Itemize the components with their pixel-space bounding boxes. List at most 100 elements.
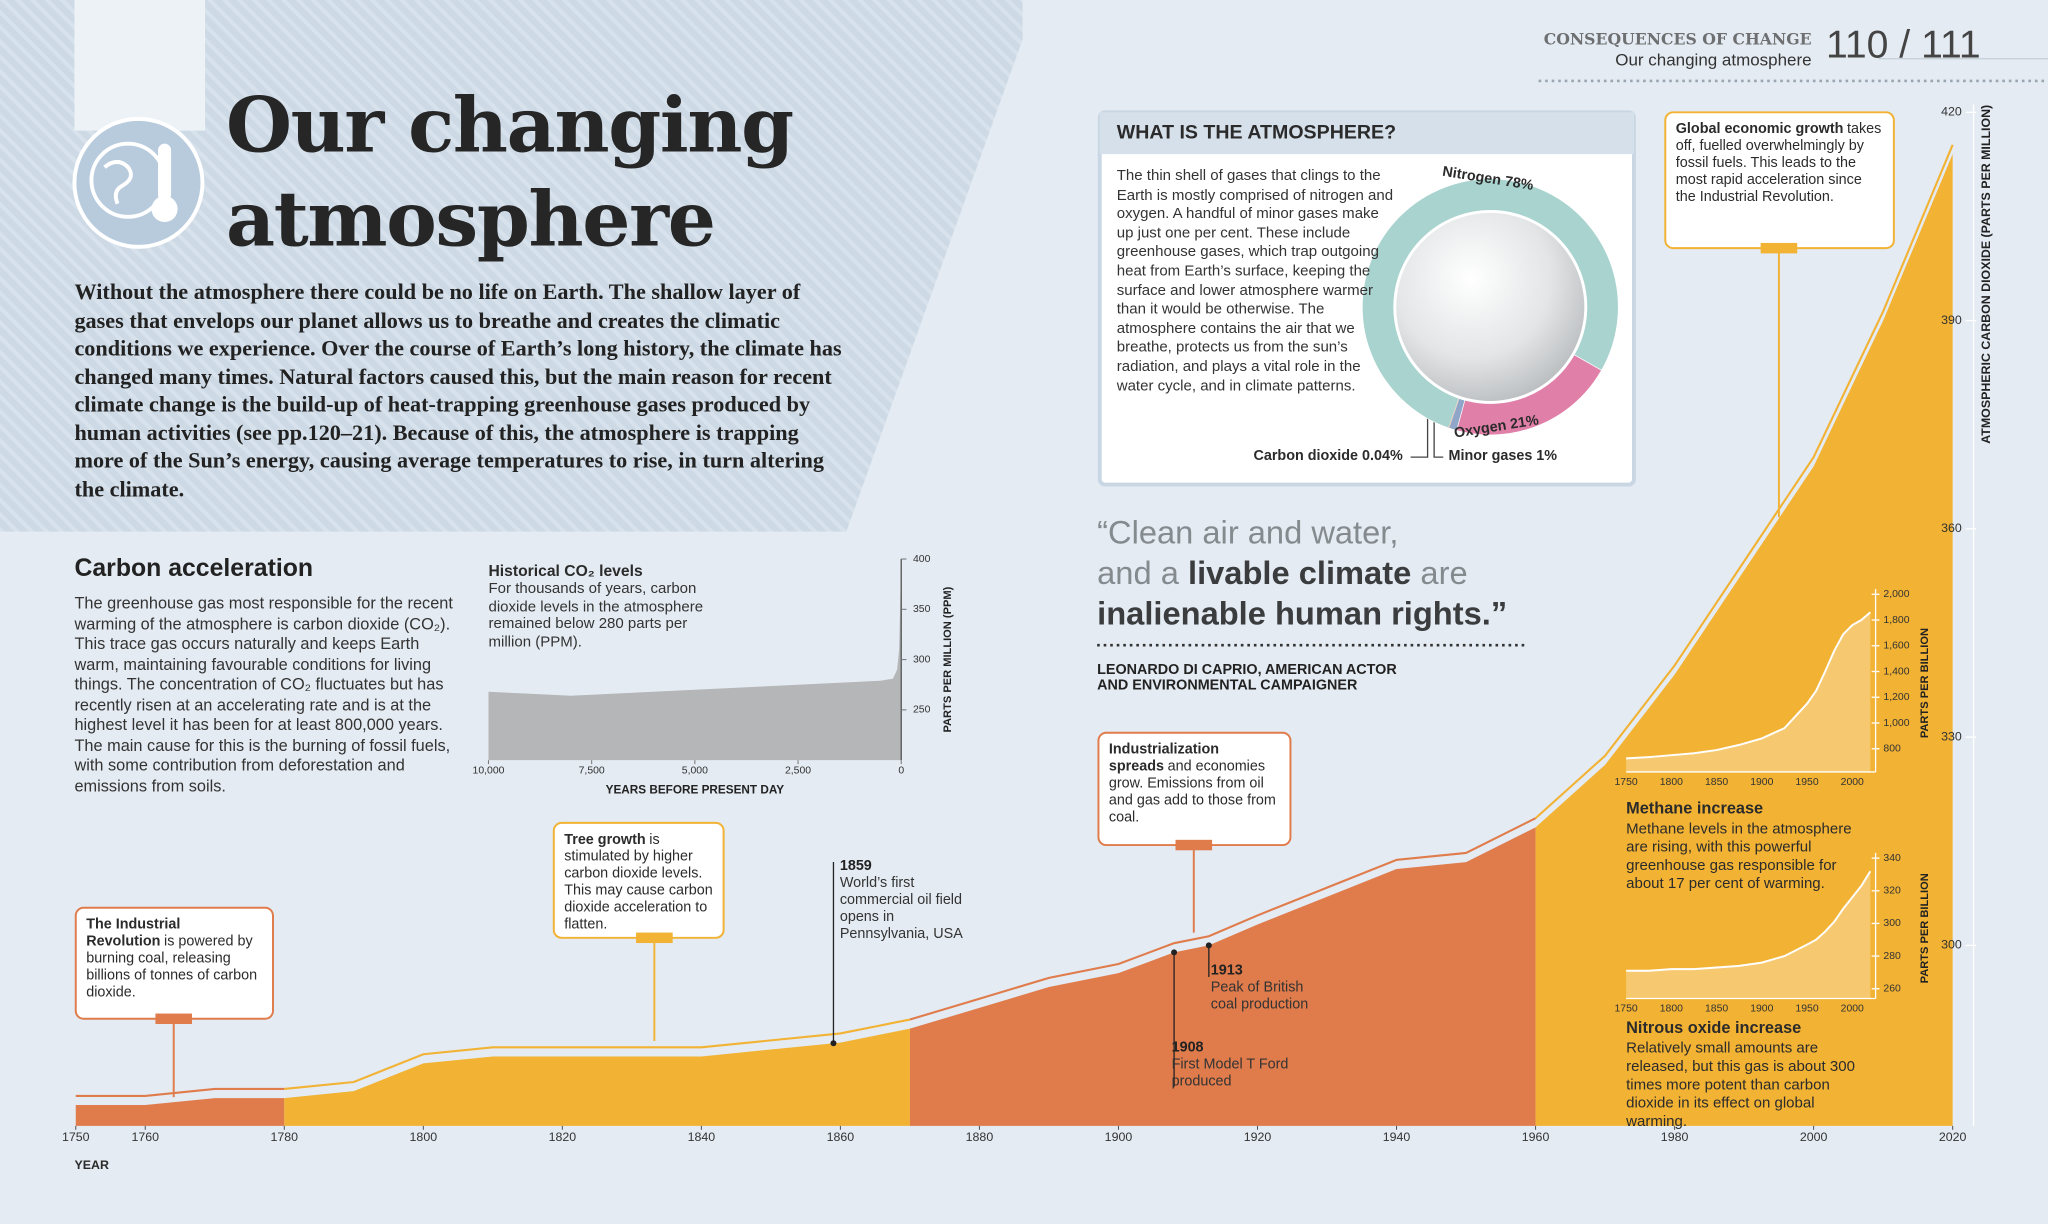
pie-wedge: [1361, 178, 1619, 429]
y-tick-label: 1,200: [1883, 692, 1909, 703]
quote-line: “Clean air and water,: [1097, 513, 1507, 553]
box-text: The thin shell of gases that clings to t…: [1116, 168, 1394, 394]
co2-outline: [284, 1018, 911, 1091]
y-tick-label: 1,400: [1883, 666, 1909, 677]
event-dot: [1205, 942, 1212, 949]
co2-area: [284, 1028, 910, 1126]
quote-part: and a: [1097, 555, 1179, 592]
annotation-text: The Industrial Revolution is powered by b…: [86, 917, 262, 1002]
co2-chart: 1750 1760 1780 1800 1820 1840 1860 1880 1900 1920…: [62, 104, 1993, 1144]
event-dot: [830, 1040, 837, 1047]
x-axis-label: YEARS BEFORE PRESENT DAY: [606, 783, 785, 796]
inset-title: Historical CO₂ levels: [488, 561, 643, 580]
event-dot: [1171, 949, 1178, 956]
x-tick-label: 1940: [1383, 1130, 1411, 1144]
y-tick-label: 2,000: [1883, 589, 1909, 600]
x-tick-label: 1950: [1795, 1004, 1818, 1015]
quote-attribution: LEONARDO DI CAPRIO, AMERICAN ACTOR AND E…: [1097, 662, 1397, 694]
x-tick-label: 2,500: [785, 765, 811, 776]
y-axis-label: ATMOSPHERIC CARBON DIOXIDE (PARTS PER MI…: [1979, 105, 1993, 444]
quote-part: “Clean air and water,: [1097, 514, 1399, 552]
x-tick-label: 1960: [1522, 1130, 1550, 1144]
x-tick-label: 1900: [1105, 1130, 1133, 1144]
inset-text: Relatively small amounts are released, b…: [1626, 1040, 1855, 1130]
x-tick-label: 1750: [62, 1130, 90, 1144]
x-tick-label: 1980: [1661, 1130, 1689, 1144]
annotation-tab: [1760, 242, 1798, 254]
intro-text: Without the atmosphere there could be no…: [74, 279, 842, 501]
section-heading: Carbon acceleration: [74, 555, 314, 583]
co2-area: [909, 827, 1536, 1126]
x-tick-label: 0: [898, 765, 904, 776]
icon: [72, 116, 205, 249]
inset-chart: 260 280 300 320 340 1750 1800 1850 1900 1950 2000 P…: [1615, 853, 1932, 1015]
y-tick-label: 280: [1883, 951, 1901, 962]
quote-line: and a livable climate are: [1097, 554, 1507, 594]
x-tick-label: 10,000: [473, 765, 505, 776]
co2-outline: [1534, 144, 1954, 819]
x-tick-label: 1920: [1244, 1130, 1272, 1144]
quote: “Clean air and water, and a livable climat…: [1097, 513, 1507, 634]
event-year: 1859: [839, 858, 872, 874]
annotation-lead: The Industrial Revolution: [86, 916, 181, 950]
y-tick-label: 250: [913, 705, 931, 716]
co2-area: [1535, 153, 1953, 1126]
y-axis-label: PARTS PER BILLION: [1919, 873, 1931, 983]
inset-area: [1626, 612, 1871, 772]
quote-line: inalienable human rights.”: [1097, 594, 1507, 634]
annotation-lead: Global economic growth: [1675, 121, 1844, 138]
y-tick-label: 1,800: [1883, 615, 1909, 626]
x-tick-label: 1780: [271, 1130, 299, 1144]
x-tick-label: 1800: [410, 1130, 438, 1144]
pie-wedge: [1448, 398, 1460, 429]
annotation-text: Tree growth is stimulated by higher carbo…: [564, 832, 713, 934]
y-tick-label: 300: [913, 654, 931, 665]
tab: [74, 0, 206, 131]
x-tick-label: 1900: [1750, 777, 1773, 788]
x-tick-label: 1840: [688, 1130, 716, 1144]
x-tick-label: 1900: [1750, 1004, 1773, 1015]
event-year: 1913: [1210, 962, 1243, 979]
box-heading: WHAT IS THE ATMOSPHERE?: [1116, 121, 1397, 144]
y-tick-label: 390: [1941, 313, 1962, 327]
y-tick-label: 300: [1883, 918, 1901, 929]
annotation-body: is powered by burning coal, releasing bi…: [86, 933, 258, 1001]
x-tick-label: 1820: [549, 1130, 577, 1144]
page-numbers: 110 / 111: [1825, 23, 1981, 67]
x-tick-label: 1860: [827, 1130, 855, 1144]
pie-label: Carbon dioxide 0.04%: [1253, 447, 1403, 464]
section-label: CONSEQUENCES OF CHANGE: [1543, 30, 1812, 49]
y-tick-label: 1,000: [1883, 718, 1909, 729]
pie-label: Minor gases 1%: [1448, 447, 1558, 464]
section-text: The greenhouse gas most responsible for …: [74, 594, 453, 795]
annotation-tab: [155, 1013, 192, 1024]
historical-chart: 10,000 7,500 5,000 2,500 0 250 300 350 400 YEARS …: [473, 554, 955, 797]
y-tick-label: 360: [1941, 521, 1962, 535]
y-tick-label: 340: [1883, 853, 1901, 864]
x-tick-label: 2000: [1841, 1004, 1864, 1015]
event-text: Peak of British coal production: [1210, 979, 1309, 1013]
event-text: First Model T Ford produced: [1171, 1056, 1289, 1090]
y-axis-label: PARTS PER MILLION (PPM): [942, 586, 954, 732]
co2-outline: [909, 817, 1537, 1021]
x-tick-label: 1850: [1705, 1004, 1728, 1015]
y-tick-label: 420: [1941, 105, 1962, 119]
annotation-body: is stimulated by higher carbon dioxide l…: [564, 831, 713, 933]
x-tick-label: 2000: [1800, 1130, 1828, 1144]
x-tick-label: 5,000: [682, 765, 708, 776]
annotation-body: takes off, fuelled overwhelmingly by fos…: [1675, 121, 1882, 206]
x-tick-label: 1950: [1795, 777, 1818, 788]
quote-part: livable climate: [1187, 555, 1412, 592]
inset-line: [1626, 611, 1871, 760]
y-tick-label: 400: [913, 554, 931, 565]
x-tick-label: 1750: [1615, 777, 1638, 788]
intro-panel: [0, 0, 1023, 532]
y-tick-label: 260: [1883, 983, 1901, 994]
co2-area: [75, 1098, 285, 1126]
y-tick-label: 800: [1883, 744, 1901, 755]
quote-part: are: [1420, 555, 1468, 592]
x-tick-label: 2020: [1939, 1130, 1967, 1144]
annotation-lead: Industrialization spreads: [1108, 741, 1220, 775]
page-title: Our changing atmosphere: [225, 80, 794, 264]
